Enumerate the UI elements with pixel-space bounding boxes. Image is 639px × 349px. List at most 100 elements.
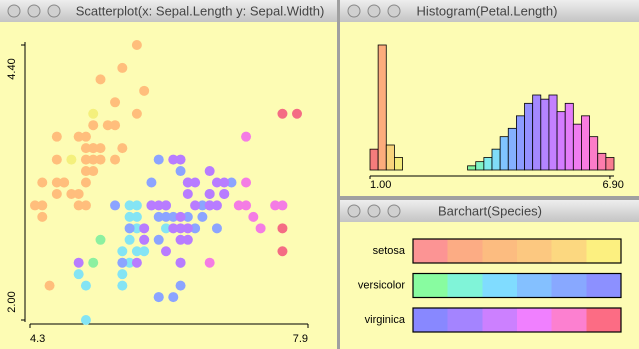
bar <box>369 148 379 171</box>
point <box>80 200 91 211</box>
point <box>88 166 99 177</box>
point <box>51 154 62 165</box>
point <box>117 246 128 257</box>
scatter-window: Scatterplot(x: Sepal.Length y: Sepal.Wid… <box>0 0 337 349</box>
point <box>241 131 252 142</box>
point <box>168 292 179 303</box>
close-button[interactable] <box>7 4 21 18</box>
bar <box>516 115 525 171</box>
point <box>124 211 135 222</box>
close-button[interactable] <box>347 4 361 18</box>
zoom-button[interactable] <box>387 4 401 18</box>
point <box>182 211 193 222</box>
point <box>102 120 113 131</box>
point <box>37 177 48 188</box>
bar <box>581 115 591 171</box>
point <box>88 120 99 131</box>
bar <box>412 307 622 333</box>
point <box>175 211 186 222</box>
zoom-button[interactable] <box>47 4 61 18</box>
point <box>161 223 171 234</box>
point <box>80 177 91 188</box>
point <box>211 177 222 188</box>
point <box>175 257 186 268</box>
point <box>190 177 201 188</box>
point <box>175 223 186 234</box>
bar <box>475 161 485 171</box>
bar <box>572 123 582 171</box>
point <box>88 154 99 165</box>
bar <box>524 102 534 171</box>
point <box>277 200 288 211</box>
point <box>182 234 193 245</box>
point <box>226 177 237 188</box>
bar <box>507 127 517 171</box>
point <box>117 280 128 291</box>
bar <box>483 157 493 171</box>
point <box>110 154 121 165</box>
point <box>88 108 99 119</box>
minimize-button[interactable] <box>367 4 381 18</box>
bar <box>385 144 395 171</box>
point <box>175 166 186 177</box>
point <box>190 223 201 234</box>
bar <box>597 152 607 171</box>
point <box>168 154 179 165</box>
point <box>139 223 150 234</box>
point <box>95 154 106 165</box>
bar <box>393 157 403 171</box>
y-tick-label: 2.00 <box>6 291 18 312</box>
point <box>124 200 135 211</box>
point <box>204 200 215 211</box>
point <box>73 257 84 268</box>
point <box>277 108 288 119</box>
bar <box>499 136 509 171</box>
point <box>241 200 252 211</box>
point <box>30 200 40 211</box>
point <box>168 223 179 234</box>
point <box>270 200 281 211</box>
bar <box>556 111 566 171</box>
minimize-button[interactable] <box>27 4 41 18</box>
point <box>161 200 171 211</box>
point <box>204 166 215 177</box>
point <box>175 280 186 291</box>
point <box>277 223 288 234</box>
bar <box>491 148 501 171</box>
y-tick-label: 4.40 <box>6 58 18 79</box>
x-tick-label: 4.3 <box>30 333 45 345</box>
point <box>124 234 135 245</box>
zoom-button[interactable] <box>387 204 401 218</box>
point <box>190 200 201 211</box>
point <box>182 223 193 234</box>
point <box>73 269 84 280</box>
bar <box>377 44 387 171</box>
point <box>117 62 128 73</box>
point <box>44 280 55 291</box>
point <box>131 40 142 50</box>
point <box>241 177 252 188</box>
point <box>168 211 179 222</box>
category-label: virginica <box>365 314 406 326</box>
point <box>73 188 84 199</box>
bar <box>467 165 477 171</box>
point <box>161 246 171 257</box>
bar <box>589 136 599 171</box>
point <box>110 97 121 108</box>
window-title: Barchart(Species) <box>438 203 542 218</box>
close-button[interactable] <box>347 204 361 218</box>
x-tick-label: 7.9 <box>293 333 308 345</box>
window-title: Scatterplot(x: Sepal.Length y: Sepal.Wid… <box>76 3 325 18</box>
point <box>292 108 302 119</box>
point <box>161 211 171 222</box>
point <box>131 246 142 257</box>
point <box>175 154 186 165</box>
point <box>219 177 230 188</box>
minimize-button[interactable] <box>367 204 381 218</box>
point <box>110 120 121 131</box>
point <box>146 200 157 211</box>
point <box>66 154 77 165</box>
point <box>211 200 222 211</box>
point <box>197 211 208 222</box>
point <box>204 188 215 199</box>
